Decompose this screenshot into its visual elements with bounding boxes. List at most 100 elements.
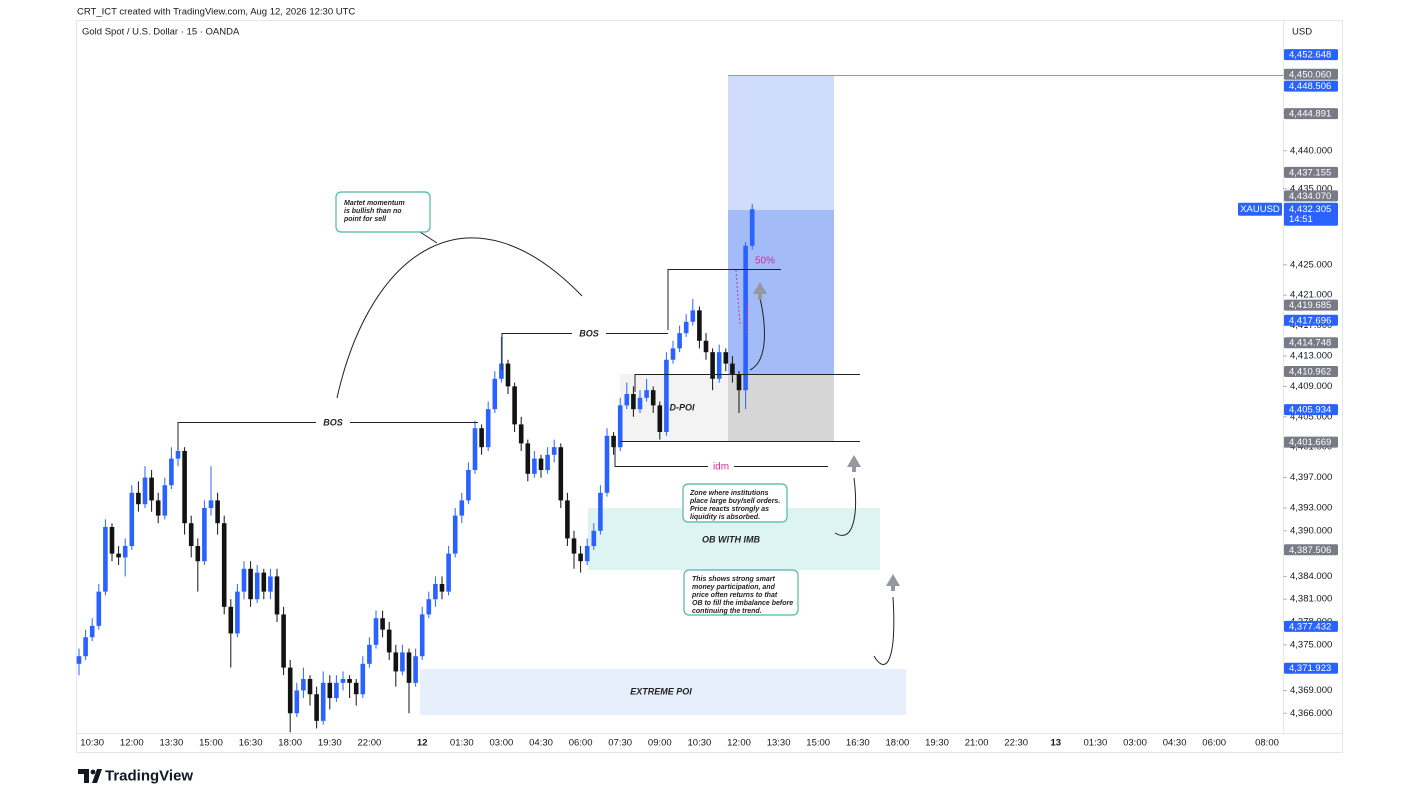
candle-body <box>446 553 451 592</box>
candle-body <box>136 492 141 505</box>
x-tick-label: 03:00 <box>490 738 514 749</box>
candle-body <box>83 637 88 657</box>
candle-body <box>274 576 280 615</box>
price-badge <box>1284 108 1338 120</box>
candle-body <box>287 667 293 714</box>
price-badge-label: 4,410.962 <box>1289 366 1331 377</box>
candle-body <box>664 359 669 432</box>
x-tick-label: 04:30 <box>1163 738 1187 749</box>
price-badge-label: 4,405.934 <box>1289 405 1331 416</box>
candle-body <box>268 576 273 592</box>
arrow-head <box>753 282 767 294</box>
y-tick-label: 4,366.000 <box>1290 708 1332 719</box>
chart-title: Gold Spot / U.S. Dollar · 15 · OANDA <box>82 27 240 38</box>
brand-logo <box>90 769 96 775</box>
y-tick-label: 4,435.000 <box>1290 183 1332 194</box>
price-badge <box>1284 365 1338 377</box>
drawings: BOS BOS 50% D-POI idm OB WITH IMB EXTREM… <box>177 191 900 696</box>
candle-body <box>466 469 471 501</box>
candle-body <box>221 523 227 607</box>
y-tick-label: 4,381.000 <box>1290 594 1332 605</box>
x-tick-label: 13:30 <box>160 738 184 749</box>
note-line: continuing the trend. <box>692 608 762 615</box>
y-tick-label: 4,421.000 <box>1290 290 1332 301</box>
candle-body <box>683 321 689 334</box>
candle-body <box>736 374 742 391</box>
candle-body <box>393 652 399 672</box>
candle-body <box>644 390 649 398</box>
candle-body <box>479 428 484 448</box>
dashed-path <box>735 269 749 334</box>
price-badge <box>1284 299 1338 311</box>
candle-body <box>598 492 603 531</box>
price-badge-label: 4,377.432 <box>1289 621 1331 632</box>
candle-body <box>215 500 220 524</box>
candle-body <box>208 500 214 509</box>
candle-body <box>76 656 82 664</box>
note-box <box>335 191 431 233</box>
x-tick-label: 12:00 <box>727 738 751 749</box>
candle-body <box>116 553 121 558</box>
arrow-curve <box>873 596 895 665</box>
note-line: Zone where institutions <box>689 490 769 497</box>
note-line: is bullish than no <box>344 208 402 215</box>
candle-body <box>551 447 557 455</box>
candle-body <box>611 435 616 448</box>
x-tick-label: 21:00 <box>965 738 989 749</box>
candle-body <box>433 584 438 600</box>
y-tick-label: 4,409.000 <box>1290 381 1332 392</box>
x-tick-label: 10:30 <box>688 738 712 749</box>
candle-body <box>532 458 537 474</box>
candle-body <box>406 652 412 683</box>
price-badge-label: 4,417.696 <box>1289 315 1331 326</box>
x-tick-label: 22:30 <box>1004 738 1028 749</box>
price-badge <box>1284 49 1338 61</box>
candle-body <box>103 527 108 592</box>
credit: CRT_ICT created with TradingView.com, Au… <box>77 7 355 18</box>
brand-logo <box>78 769 102 783</box>
note-line: OB to fill the imbalance before <box>692 600 793 607</box>
poi-lines <box>620 374 860 442</box>
candle-body <box>604 435 610 493</box>
candle-body <box>492 378 498 410</box>
arrow-head <box>847 455 861 467</box>
candle-body <box>373 618 379 645</box>
note-line: This shows strong smart <box>692 576 776 583</box>
arrow-stem <box>852 467 856 472</box>
candle-body <box>657 405 663 432</box>
ob-label: OB WITH IMB <box>702 534 760 544</box>
candle-body <box>578 553 583 562</box>
x-tick-label: 07:30 <box>608 738 632 749</box>
y-tick-label: 4,369.000 <box>1290 685 1332 696</box>
note-box <box>682 483 788 523</box>
price-badge-label: 4,387.506 <box>1289 545 1331 556</box>
price-badge <box>1284 68 1338 80</box>
candle-body <box>261 572 267 592</box>
note-box <box>683 569 799 616</box>
candle-body <box>624 393 630 406</box>
price-badge-label: 4,414.748 <box>1289 338 1331 349</box>
d-poi-label: D-POI <box>669 402 695 412</box>
x-tick-label: 13 <box>1051 738 1062 749</box>
note-line: Price reacts strongly as <box>690 506 769 513</box>
note-line: money participation, and <box>692 584 776 591</box>
price-badge <box>1284 662 1338 674</box>
candle-body <box>188 523 194 547</box>
brand-name: TradingView <box>105 767 193 784</box>
candle-body <box>380 618 385 630</box>
x-tick-label: 22:00 <box>358 738 382 749</box>
y-tick-label: 4,413.000 <box>1290 350 1332 361</box>
candle-body <box>89 625 95 638</box>
last-price-badge <box>1284 202 1338 226</box>
candle-body <box>320 682 326 721</box>
candle-body <box>452 515 458 554</box>
bos-line <box>501 333 668 370</box>
note-line: place large buy/sell orders. <box>689 498 780 505</box>
x-tick-label: 12 <box>417 738 428 749</box>
candle-body <box>584 546 590 562</box>
candles <box>76 203 755 733</box>
